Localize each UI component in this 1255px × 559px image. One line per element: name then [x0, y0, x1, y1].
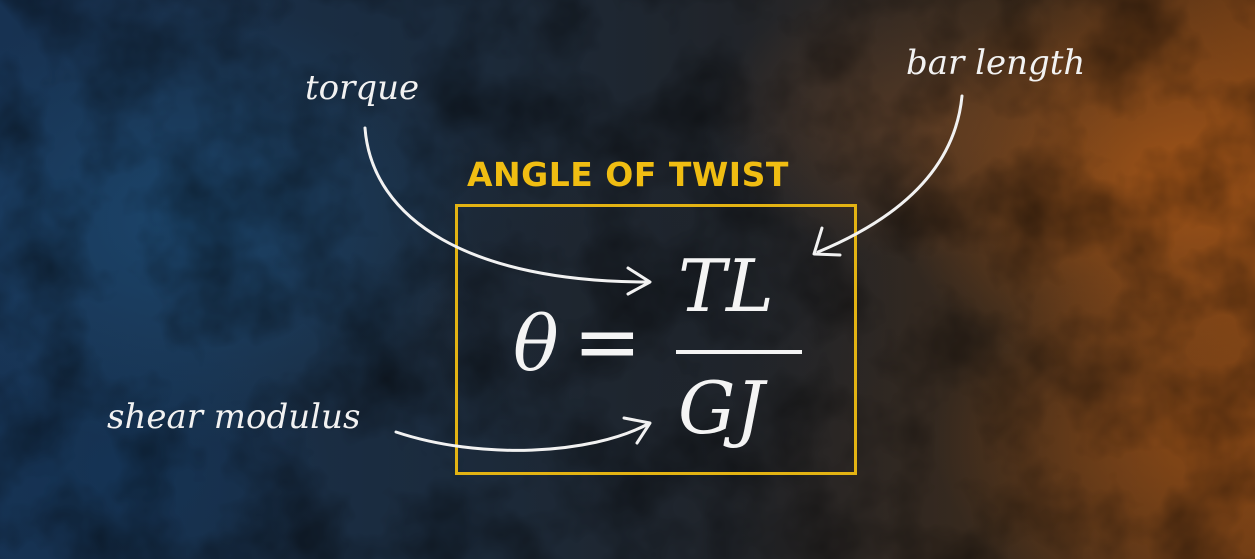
equals-sign: =	[573, 295, 642, 390]
formula-numerator: TL	[678, 244, 774, 328]
torque-label: torque	[305, 68, 420, 108]
bar-length-arrow	[816, 94, 964, 254]
formula-box	[455, 204, 857, 475]
formula-denominator: GJ	[678, 366, 765, 450]
shear-modulus-label: shear modulus	[107, 397, 361, 437]
torque-arrow	[363, 126, 650, 284]
shear-modulus-arrow	[394, 422, 650, 452]
angle-of-twist-title: ANGLE OF TWIST	[467, 155, 789, 194]
torque-arrowhead-icon	[626, 266, 652, 296]
bar-length-arrowhead-icon	[812, 226, 842, 257]
bar-length-label: bar length	[906, 43, 1086, 83]
theta-symbol: θ	[513, 299, 559, 388]
shear-modulus-arrowhead-icon	[622, 416, 652, 445]
fraction-bar	[676, 350, 802, 354]
